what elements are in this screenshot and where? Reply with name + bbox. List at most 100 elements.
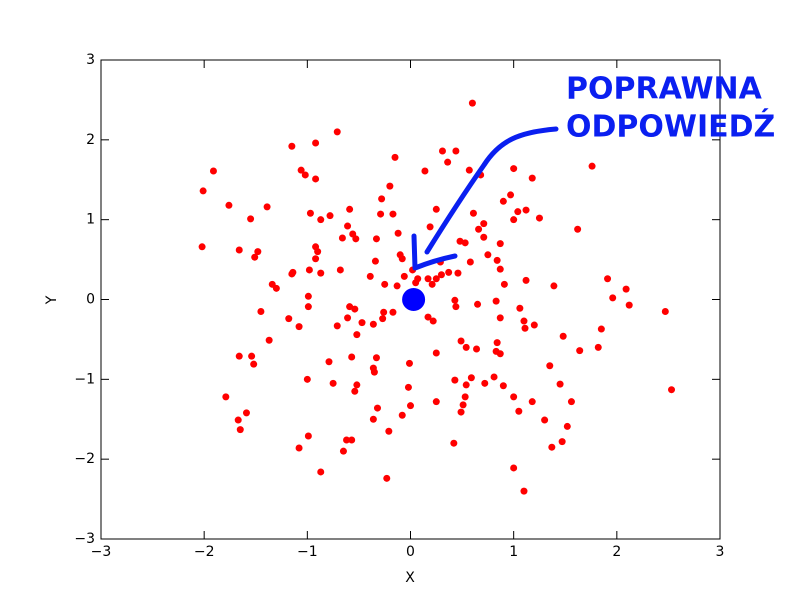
point — [369, 415, 377, 423]
point — [235, 352, 243, 360]
point — [303, 375, 311, 383]
point — [312, 139, 320, 147]
x-tick-label: −2 — [194, 544, 215, 560]
point — [444, 158, 452, 166]
point — [457, 337, 465, 345]
point — [515, 407, 523, 415]
point — [325, 358, 333, 366]
point — [528, 174, 536, 182]
point — [285, 315, 293, 323]
point — [424, 313, 432, 321]
point — [424, 275, 432, 283]
point — [520, 317, 528, 325]
point — [248, 352, 256, 360]
point — [510, 464, 518, 472]
point — [369, 364, 377, 372]
point — [348, 436, 356, 444]
point — [559, 332, 567, 340]
point — [373, 404, 381, 412]
point — [317, 468, 325, 476]
point — [475, 225, 483, 233]
point — [461, 239, 469, 247]
point — [496, 314, 504, 322]
point — [247, 215, 255, 223]
point — [412, 279, 420, 287]
point — [381, 280, 389, 288]
point — [389, 210, 397, 218]
y-tick-label: −2 — [74, 451, 95, 467]
point — [461, 393, 469, 401]
point — [242, 409, 250, 417]
point — [312, 175, 320, 183]
point — [459, 401, 467, 409]
point — [516, 304, 524, 312]
point — [346, 205, 354, 213]
point — [344, 222, 352, 230]
point — [609, 294, 617, 302]
point — [556, 380, 564, 388]
point — [473, 345, 481, 353]
highlight-point — [402, 288, 426, 311]
point — [389, 308, 397, 316]
point — [522, 206, 530, 214]
point — [597, 325, 605, 333]
point — [348, 353, 356, 361]
point — [429, 317, 437, 325]
point — [333, 128, 341, 136]
x-axis-label: X — [405, 570, 415, 586]
point — [510, 393, 518, 401]
point — [421, 167, 429, 175]
point — [474, 300, 482, 308]
point — [490, 373, 498, 381]
point — [372, 354, 380, 362]
point — [225, 201, 233, 209]
point — [369, 320, 377, 328]
point — [496, 240, 504, 248]
point — [484, 251, 492, 259]
point — [496, 265, 504, 273]
point — [428, 280, 436, 288]
point — [622, 285, 630, 293]
point — [326, 212, 334, 220]
point — [625, 301, 633, 309]
point — [457, 408, 465, 416]
point — [480, 233, 488, 241]
point — [343, 436, 351, 444]
point — [265, 336, 273, 344]
y-axis-label: Y — [44, 295, 60, 305]
point — [661, 307, 669, 315]
point — [358, 319, 366, 327]
point — [548, 443, 556, 451]
point — [510, 216, 518, 224]
y-tick-label: 2 — [86, 132, 95, 148]
point — [467, 374, 475, 382]
point — [437, 271, 445, 279]
point — [254, 248, 262, 256]
point — [594, 343, 602, 351]
point — [379, 315, 387, 323]
point — [394, 229, 402, 237]
point — [391, 153, 399, 161]
point — [407, 402, 414, 410]
point — [314, 248, 322, 256]
x-tick-label: 3 — [716, 544, 725, 560]
point — [236, 426, 244, 434]
point — [452, 147, 460, 155]
x-tick-label: 0 — [406, 544, 415, 560]
point — [317, 269, 325, 277]
point — [432, 398, 440, 406]
point — [558, 438, 566, 446]
point — [432, 275, 440, 283]
point — [550, 282, 558, 290]
point — [257, 307, 265, 315]
point — [492, 297, 500, 305]
point — [493, 339, 501, 347]
point — [481, 379, 489, 387]
point — [377, 210, 385, 218]
point — [383, 474, 391, 482]
point — [288, 142, 296, 150]
point — [466, 258, 474, 266]
point — [304, 432, 312, 440]
point — [398, 411, 406, 419]
point — [297, 166, 305, 174]
